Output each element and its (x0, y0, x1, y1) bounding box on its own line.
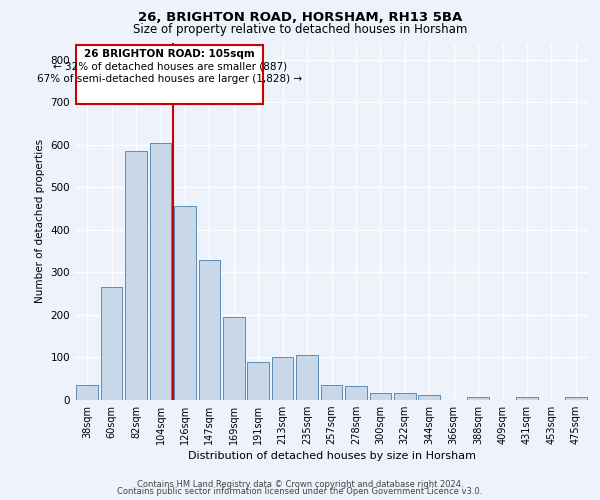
Bar (345, 386, 367, 400)
Bar (516, 398, 538, 400)
Text: 67% of semi-detached houses are larger (1,828) →: 67% of semi-detached houses are larger (… (37, 74, 302, 85)
Bar (223, 317, 245, 400)
Bar (565, 398, 587, 400)
Bar (394, 393, 416, 400)
Text: Contains public sector information licensed under the Open Government Licence v3: Contains public sector information licen… (118, 488, 482, 496)
Bar (296, 356, 318, 400)
Bar (150, 142, 171, 400)
Bar (76, 385, 98, 400)
Bar (199, 260, 220, 400)
Y-axis label: Number of detached properties: Number of detached properties (35, 139, 45, 304)
Bar (125, 151, 147, 400)
Bar (418, 395, 440, 400)
Text: Contains HM Land Registry data © Crown copyright and database right 2024.: Contains HM Land Registry data © Crown c… (137, 480, 463, 489)
Text: 26, BRIGHTON ROAD, HORSHAM, RH13 5BA: 26, BRIGHTON ROAD, HORSHAM, RH13 5BA (138, 11, 462, 24)
X-axis label: Distribution of detached houses by size in Horsham: Distribution of detached houses by size … (187, 452, 476, 462)
Bar (174, 206, 196, 400)
Bar (467, 398, 489, 400)
Bar (370, 393, 391, 400)
FancyBboxPatch shape (76, 44, 263, 104)
Bar (247, 362, 269, 400)
Text: ← 32% of detached houses are smaller (887): ← 32% of detached houses are smaller (88… (53, 62, 287, 72)
Bar (101, 287, 122, 400)
Bar (272, 356, 293, 400)
Bar (321, 385, 342, 400)
Text: Size of property relative to detached houses in Horsham: Size of property relative to detached ho… (133, 22, 467, 36)
Text: 26 BRIGHTON ROAD: 105sqm: 26 BRIGHTON ROAD: 105sqm (84, 49, 255, 59)
